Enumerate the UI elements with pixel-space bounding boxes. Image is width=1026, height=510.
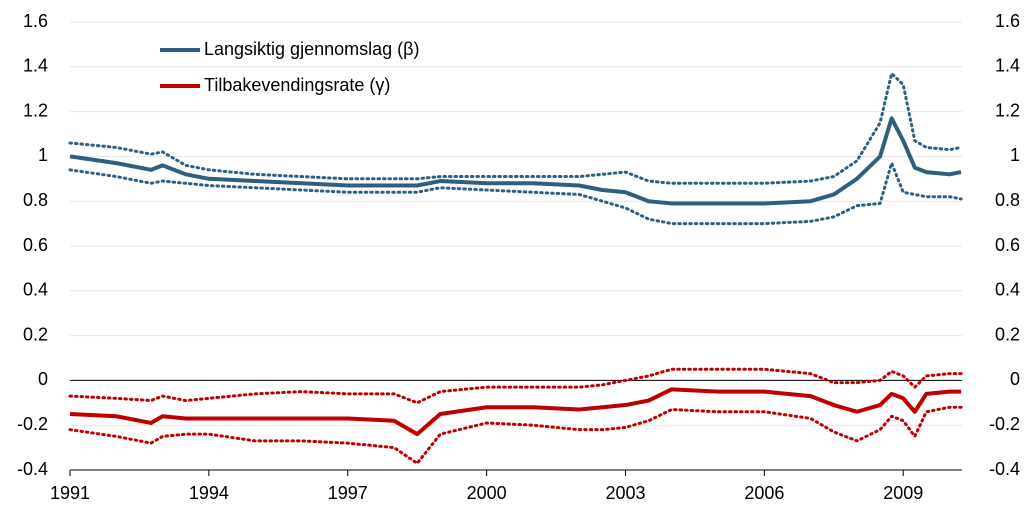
line [69,387,962,437]
y2-tick-label: 0.6 [995,235,1020,255]
y2-tick-label: 0.8 [995,190,1020,210]
y-tick-label: 0.8 [23,190,48,210]
x-tick-label: 2003 [605,483,645,503]
y2-tick-label: -0.4 [989,459,1020,479]
y-tick-label: 0.2 [23,324,48,344]
y2-tick-label: 0.4 [995,280,1020,300]
x-tick-label: 2006 [744,483,784,503]
x-tick-label: 1991 [50,483,90,503]
y2-tick-label: 1.6 [995,11,1020,31]
y2-tick-label: 1.4 [995,56,1020,76]
x-tick-label: 1994 [189,483,229,503]
band-line [68,367,963,405]
y2-tick-label: 0.2 [995,324,1020,344]
band-line [68,161,963,226]
y-tick-label: 0 [38,369,48,389]
x-tick-label: 2009 [883,483,923,503]
y-tick-label: 1 [38,145,48,165]
y-tick-label: -0.2 [17,414,48,434]
x-tick-label: 2000 [467,483,507,503]
y-tick-label: 0.4 [23,280,48,300]
y2-tick-label: 1.2 [995,100,1020,120]
y2-tick-label: 0 [1010,369,1020,389]
y2-tick-label: 1 [1010,145,1020,165]
legend-label: Tilbakevendingsrate (γ) [204,75,390,95]
y-tick-label: 0.6 [23,235,48,255]
band-line [68,72,963,185]
band-line [68,405,963,465]
y-tick-label: 1.6 [23,11,48,31]
y-tick-label: -0.4 [17,459,48,479]
legend-label: Langsiktig gjennomslag (β) [204,39,419,59]
line [69,116,962,206]
y-tick-label: 1.4 [23,56,48,76]
y2-tick-label: -0.2 [989,414,1020,434]
x-tick-label: 1997 [328,483,368,503]
y-tick-label: 1.2 [23,100,48,120]
